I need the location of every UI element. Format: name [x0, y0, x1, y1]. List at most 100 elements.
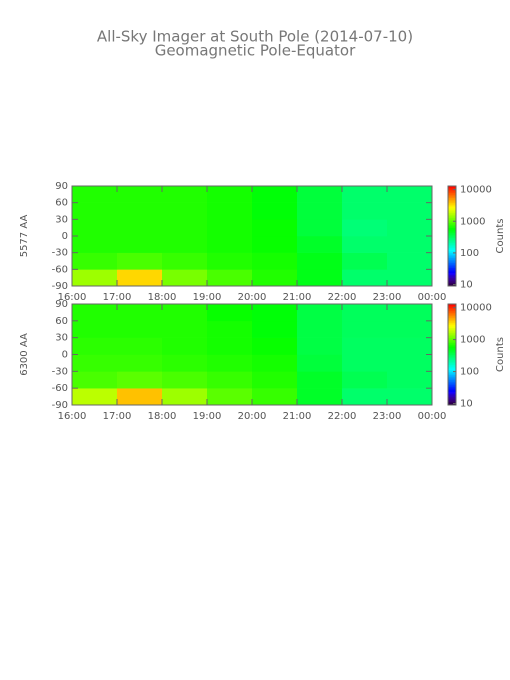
y-tick-label: -90: [52, 400, 68, 411]
colorbar-swatch: [448, 359, 456, 362]
colorbar-swatch: [448, 361, 456, 364]
y-tick-label: 90: [55, 181, 68, 192]
heat-cell: [387, 236, 433, 253]
colorbar-swatch: [448, 312, 456, 315]
y-tick-label: -30: [52, 366, 68, 377]
heat-cell: [252, 269, 298, 287]
colorbar-swatch: [448, 315, 456, 318]
colorbar-swatch: [448, 362, 456, 365]
heat-cell: [342, 269, 388, 287]
colorbar-swatch: [448, 305, 456, 308]
colorbar-swatch: [448, 403, 456, 406]
colorbar-swatch: [448, 246, 456, 249]
colorbar-swatch: [448, 320, 456, 323]
colorbar-swatch: [448, 352, 456, 355]
y-tick-label: 60: [55, 316, 68, 327]
heat-cell: [387, 371, 433, 389]
heat-cell: [297, 337, 343, 355]
x-tick-label: 21:00: [283, 411, 312, 422]
heat-cell: [342, 202, 388, 220]
colorbar-swatch: [448, 383, 456, 386]
x-tick-label: 22:00: [328, 411, 357, 422]
heat-cell: [252, 304, 298, 322]
colorbar-swatch: [448, 342, 456, 345]
colorbar-swatch: [448, 386, 456, 389]
heat-cell: [387, 354, 433, 372]
colorbar-swatch: [448, 393, 456, 396]
colorbar-swatch: [448, 266, 456, 269]
colorbar-swatch: [448, 232, 456, 235]
heat-cell: [117, 202, 163, 220]
colorbar-swatch: [448, 187, 456, 190]
heat-cell: [72, 371, 118, 389]
colorbar-swatch: [448, 247, 456, 250]
colorbar-swatch: [448, 214, 456, 217]
heat-cell: [117, 371, 163, 389]
colorbar-swatch: [448, 335, 456, 339]
x-tick-label: 16:00: [58, 411, 87, 422]
colorbar-swatch: [448, 364, 456, 367]
colorbar-swatch: [448, 341, 456, 344]
heat-cell: [387, 186, 433, 203]
colorbar-swatch: [448, 339, 456, 342]
colorbar-swatch: [448, 221, 456, 224]
x-tick-label: 18:00: [148, 411, 177, 422]
colorbar-swatch: [448, 334, 456, 337]
colorbar-tick-label: 10: [460, 280, 473, 291]
heat-cell: [387, 252, 433, 270]
colorbar-swatch: [448, 212, 456, 215]
colorbar-swatch: [448, 274, 456, 277]
heat-cell: [117, 337, 163, 355]
heat-cell: [297, 371, 343, 389]
colorbar-swatch: [448, 332, 456, 335]
colorbar-tick-label: 10000: [460, 303, 492, 314]
heat-cell: [207, 269, 253, 287]
heat-cell: [162, 388, 208, 406]
heat-cell: [387, 320, 433, 338]
heat-cell: [252, 236, 298, 253]
heat-cell: [252, 320, 298, 338]
heat-cell: [117, 388, 163, 406]
colorbar-swatch: [448, 226, 456, 229]
colorbar-swatch: [448, 197, 456, 200]
heat-cell: [72, 236, 118, 253]
heat-cell: [207, 202, 253, 220]
heat-cell: [207, 354, 253, 372]
colorbar-tick-label: 1000: [460, 335, 485, 346]
colorbar-swatch: [448, 357, 456, 360]
colorbar-swatch: [448, 324, 456, 327]
y-tick-label: -90: [52, 281, 68, 292]
colorbar-swatch: [448, 251, 456, 254]
heat-cell: [72, 337, 118, 355]
colorbar-swatch: [448, 222, 456, 225]
colorbar-swatch: [448, 209, 456, 212]
colorbar-frame: [447, 185, 457, 287]
heat-cell: [297, 186, 343, 203]
heat-cell: [342, 371, 388, 389]
x-tick-label: 22:00: [328, 292, 357, 303]
colorbar-swatch: [448, 256, 456, 259]
x-tick-label: 20:00: [238, 292, 267, 303]
colorbar-swatch: [448, 366, 456, 369]
colorbar-swatch: [448, 337, 456, 340]
heat-cell: [207, 337, 253, 355]
colorbar-swatch: [448, 249, 456, 252]
colorbar-swatch: [448, 389, 456, 392]
colorbar-swatch: [448, 239, 456, 242]
colorbar-swatch: [448, 307, 456, 310]
heat-cell: [252, 354, 298, 372]
colorbar-swatch: [448, 391, 456, 394]
heat-cell: [207, 236, 253, 253]
colorbar-swatch: [448, 396, 456, 399]
y-tick-label: 30: [55, 333, 68, 344]
colorbar-swatch: [448, 344, 456, 347]
colorbar-swatch: [448, 367, 456, 371]
colorbar-swatch: [448, 236, 456, 239]
colorbar-swatch: [448, 317, 456, 320]
colorbar-swatch: [448, 279, 456, 282]
x-tick-label: 23:00: [373, 292, 402, 303]
colorbar-swatch: [448, 384, 456, 387]
y-tick-label: -30: [52, 248, 68, 259]
colorbar-swatch: [448, 261, 456, 264]
heat-cell: [72, 252, 118, 270]
